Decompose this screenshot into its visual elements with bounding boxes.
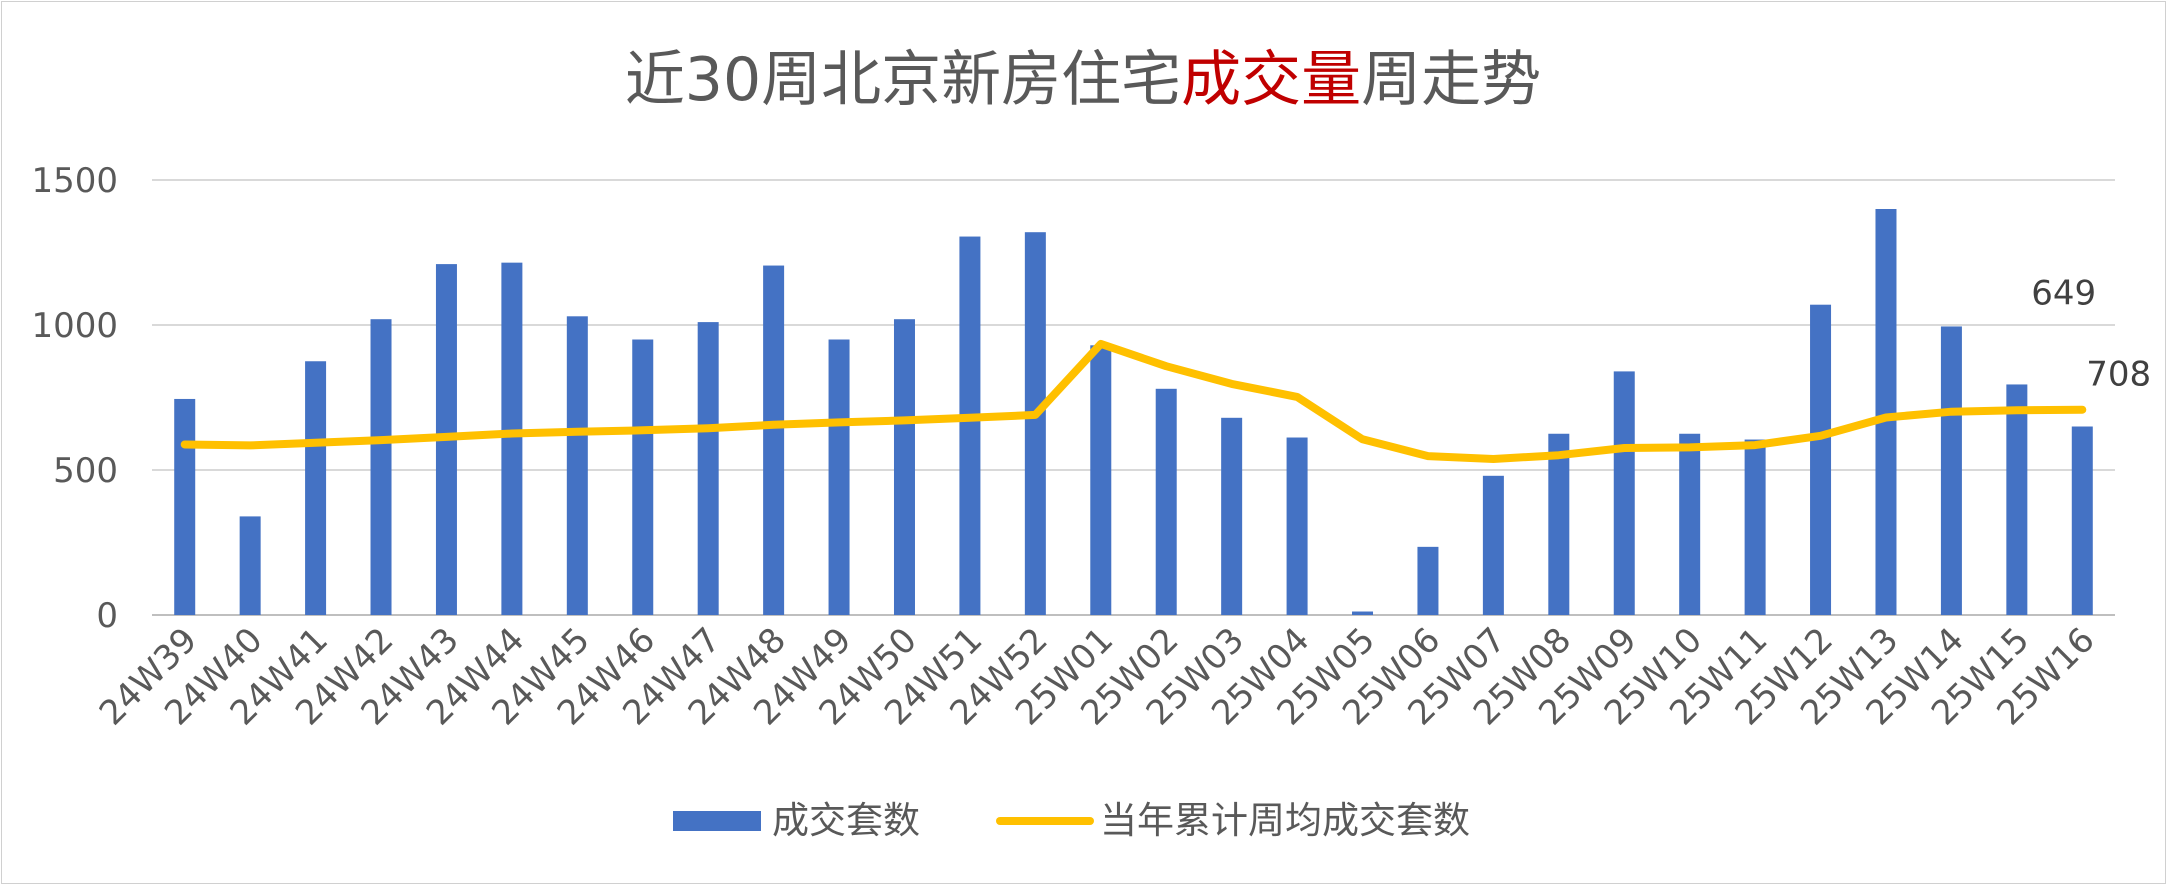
bar bbox=[501, 262, 523, 615]
bar bbox=[1155, 388, 1177, 615]
bar bbox=[1482, 475, 1504, 615]
bar bbox=[2071, 426, 2093, 615]
bar bbox=[1286, 437, 1308, 615]
line-point bbox=[1882, 414, 1889, 421]
line-point bbox=[312, 439, 319, 446]
line-point bbox=[247, 442, 254, 449]
line-point bbox=[1097, 340, 1104, 347]
bar bbox=[370, 319, 392, 615]
bar-series bbox=[174, 209, 2093, 616]
line-point bbox=[2013, 407, 2020, 414]
line-point bbox=[1359, 436, 1366, 443]
y-tick-label: 1000 bbox=[31, 306, 118, 346]
line-point bbox=[1163, 363, 1170, 370]
bar bbox=[1221, 417, 1243, 615]
data-labels: 649 708 bbox=[2031, 274, 2151, 395]
bar bbox=[959, 236, 981, 616]
line-point bbox=[2079, 406, 2086, 413]
y-tick-label: 500 bbox=[53, 451, 118, 491]
line-point bbox=[1686, 444, 1693, 451]
line-point bbox=[966, 414, 973, 421]
bar bbox=[1352, 611, 1374, 615]
legend: 成交套数 当年累计周均成交套数 bbox=[673, 799, 1470, 842]
bar bbox=[239, 516, 261, 615]
line-point bbox=[378, 437, 385, 444]
bar bbox=[1940, 326, 1962, 615]
bar bbox=[1417, 546, 1439, 615]
line-point bbox=[639, 427, 646, 434]
legend-label-line: 当年累计周均成交套数 bbox=[1100, 799, 1470, 842]
line-data-label: 708 bbox=[2086, 355, 2151, 395]
line-path bbox=[180, 339, 2087, 463]
y-axis-ticks: 0 500 1000 1500 bbox=[31, 161, 118, 636]
line-point bbox=[1555, 452, 1562, 459]
legend-bar-swatch bbox=[673, 811, 761, 831]
line-series bbox=[180, 339, 2087, 463]
line-point bbox=[901, 417, 908, 424]
title-part-0: 近30周北京新房住宅 bbox=[625, 45, 1181, 115]
bar bbox=[1548, 433, 1570, 615]
bar bbox=[1090, 345, 1112, 615]
line-point bbox=[1032, 411, 1039, 418]
bar bbox=[828, 339, 850, 615]
line-point bbox=[836, 419, 843, 426]
bar bbox=[1613, 371, 1635, 615]
bar bbox=[893, 319, 915, 615]
x-axis-ticks: 24W3924W4024W4124W4224W4324W4424W4524W46… bbox=[92, 620, 2103, 733]
line-point bbox=[1817, 432, 1824, 439]
gridlines bbox=[152, 179, 2115, 616]
line-point bbox=[1752, 442, 1759, 449]
line-point bbox=[1228, 380, 1235, 387]
line-point bbox=[770, 421, 777, 428]
bar bbox=[1875, 209, 1897, 615]
bar bbox=[1810, 304, 1832, 615]
bar bbox=[174, 398, 196, 615]
y-tick-label: 0 bbox=[96, 596, 118, 636]
line-point bbox=[1948, 408, 1955, 415]
bar bbox=[697, 322, 719, 615]
line-point bbox=[1424, 453, 1431, 460]
line-point bbox=[1490, 455, 1497, 462]
bar bbox=[763, 265, 785, 615]
chart-title: 近30周北京新房住宅成交量周走势 bbox=[625, 45, 1541, 115]
y-tick-label: 1500 bbox=[31, 161, 118, 201]
bar bbox=[632, 339, 654, 615]
bar bbox=[305, 361, 327, 615]
line-point bbox=[508, 430, 515, 437]
line-point bbox=[574, 428, 581, 435]
bar bbox=[1024, 232, 1046, 615]
line-point bbox=[1294, 393, 1301, 400]
legend-label-bars: 成交套数 bbox=[772, 799, 920, 842]
line-point bbox=[181, 441, 188, 448]
bar bbox=[1679, 433, 1701, 615]
title-part-1: 成交量 bbox=[1181, 45, 1361, 115]
bar bbox=[566, 316, 588, 615]
bar bbox=[1744, 439, 1766, 615]
line-point bbox=[705, 425, 712, 432]
line-point bbox=[1621, 444, 1628, 451]
bar-data-label: 649 bbox=[2031, 274, 2096, 314]
title-part-2: 周走势 bbox=[1361, 45, 1541, 115]
bar bbox=[2006, 384, 2028, 615]
line-point bbox=[443, 433, 450, 440]
